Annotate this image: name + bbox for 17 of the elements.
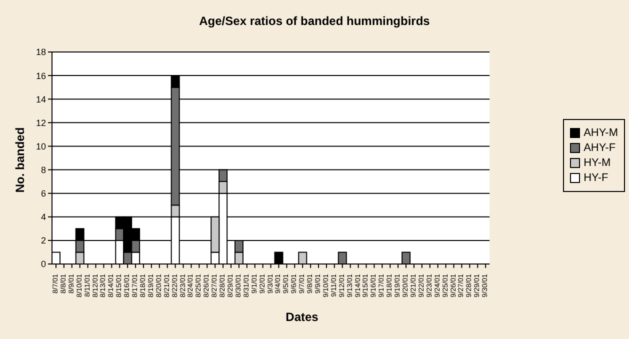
- legend-label: HY-M: [584, 156, 611, 168]
- y-tick-label: 2: [40, 236, 46, 246]
- legend-label: AHY-M: [584, 126, 618, 138]
- y-axis-title: No. banded: [13, 127, 27, 193]
- y-tick-label: 18: [36, 47, 46, 58]
- chart-title: Age/Sex ratios of banded hummingbirds: [198, 14, 431, 28]
- y-tick-label: 16: [36, 70, 46, 81]
- y-tick-label: 14: [36, 94, 46, 104]
- legend-label: AHY-F: [584, 142, 616, 154]
- y-tick-label: 10: [36, 141, 46, 152]
- y-tick-label: 6: [40, 188, 46, 199]
- x-axis-title: Dates: [284, 310, 320, 324]
- y-tick-label: 12: [36, 118, 46, 128]
- y-tick-label: 8: [40, 164, 46, 175]
- y-tick-label: 0: [40, 259, 46, 270]
- y-tick-label: 4: [40, 212, 46, 222]
- legend-label: HY-F: [584, 172, 608, 184]
